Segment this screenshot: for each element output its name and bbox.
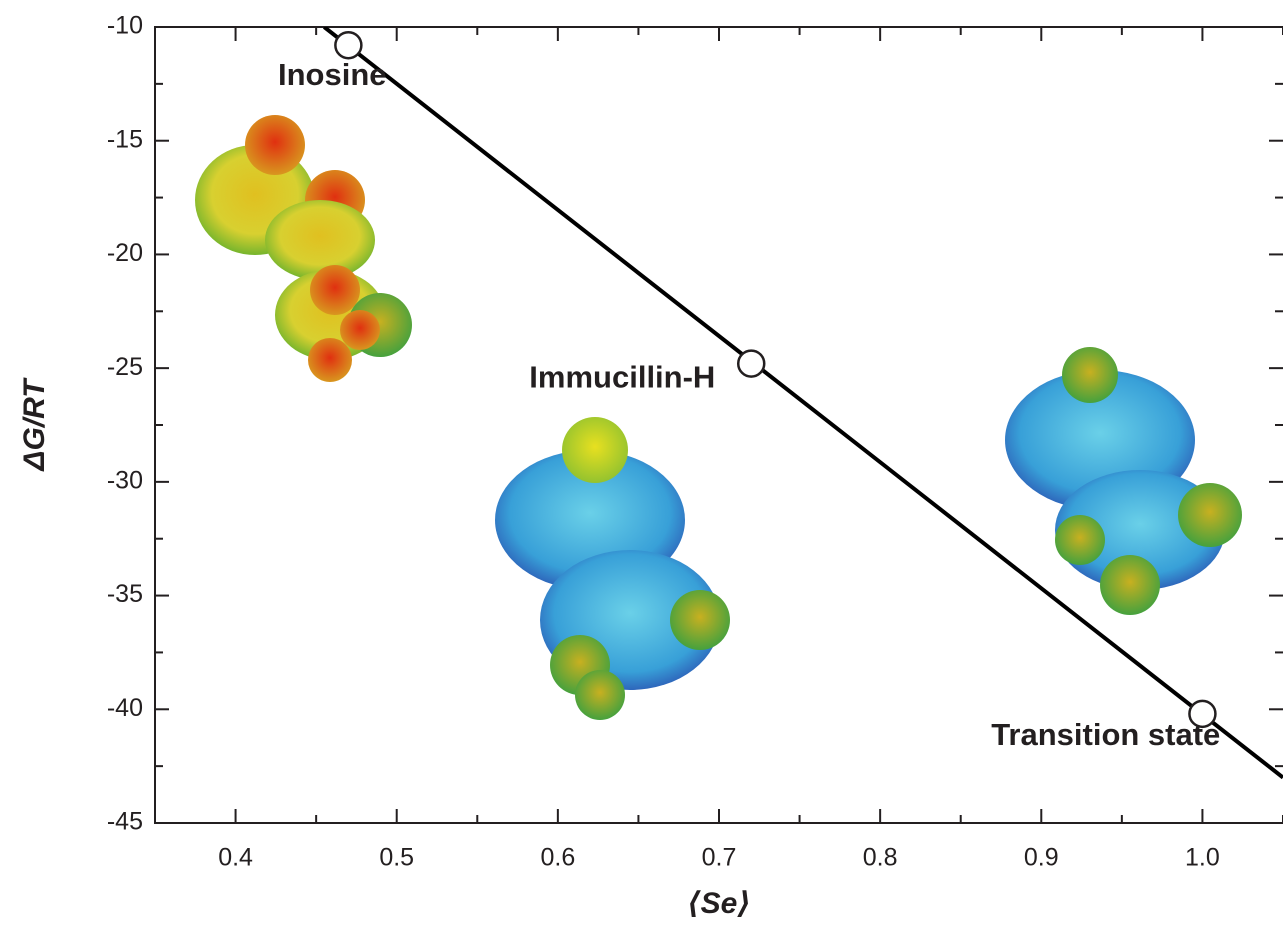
y-tick-label: -35: [107, 580, 143, 608]
annotation: Immucillin-H: [529, 360, 715, 395]
x-tick-label: 0.5: [379, 844, 414, 872]
data-point: [736, 349, 766, 378]
annotation: Transition state: [991, 717, 1220, 752]
fit-line: [322, 27, 1283, 780]
x-tick-label: 1.0: [1185, 844, 1220, 872]
data-point: [1188, 699, 1217, 729]
x-tick-label: 0.7: [702, 844, 737, 872]
plot-frame: [154, 26, 1283, 824]
y-tick-label: -45: [107, 808, 143, 836]
molecule-immucillin-h: [495, 417, 730, 720]
x-tick-label: 0.8: [863, 844, 898, 872]
y-tick-label: -30: [107, 466, 143, 494]
x-tick-label: 0.4: [218, 844, 253, 872]
molecule-inosine: [195, 115, 412, 382]
x-tick-label: 0.6: [540, 844, 575, 872]
y-tick-label: -40: [107, 694, 143, 722]
y-tick-label: -15: [107, 125, 143, 153]
molecule-transition-state: [1005, 347, 1242, 615]
annotation: Inosine: [278, 57, 387, 92]
y-axis-label: ΔG/RT: [18, 377, 51, 472]
y-tick-label: -10: [107, 12, 143, 40]
y-tick-label: -25: [107, 353, 143, 381]
y-tick-label: -20: [107, 239, 143, 267]
x-tick-label: 0.9: [1024, 844, 1059, 872]
x-axis-label: ⟨Se⟩: [687, 887, 751, 920]
data-point: [334, 30, 363, 60]
